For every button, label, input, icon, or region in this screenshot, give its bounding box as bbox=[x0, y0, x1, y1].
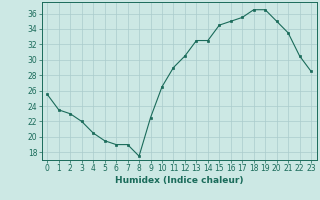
X-axis label: Humidex (Indice chaleur): Humidex (Indice chaleur) bbox=[115, 176, 244, 185]
